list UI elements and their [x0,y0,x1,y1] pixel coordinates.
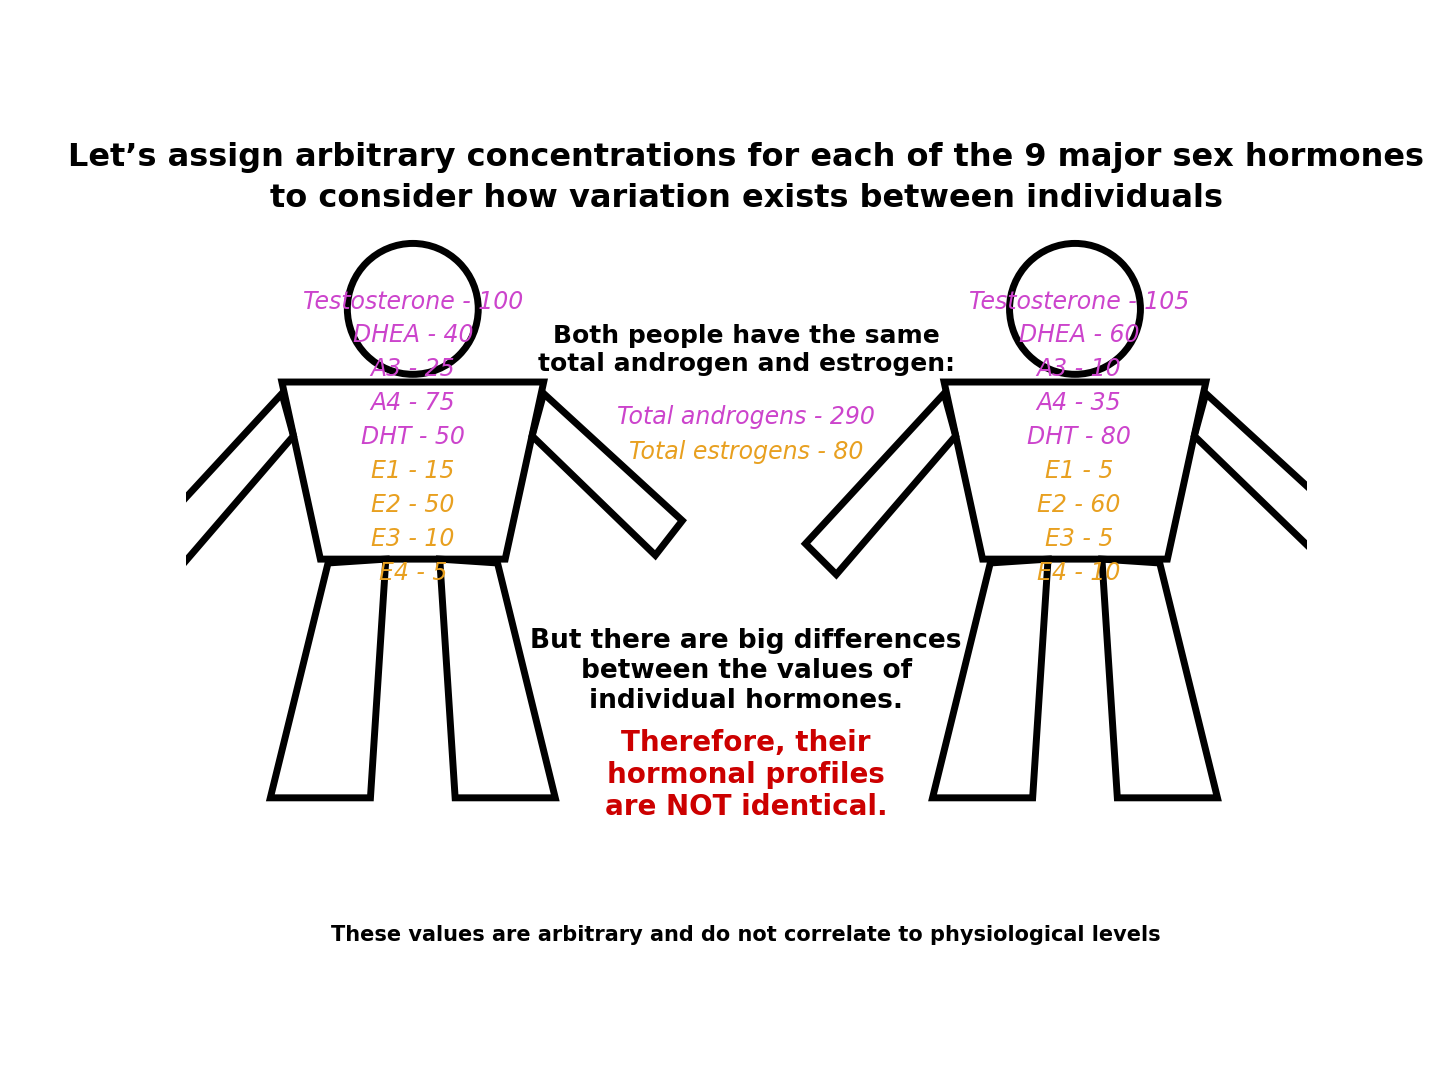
Text: Total estrogens - 80: Total estrogens - 80 [629,440,863,464]
Text: DHT - 80: DHT - 80 [1026,425,1131,449]
Text: DHT - 50: DHT - 50 [361,425,464,449]
Text: DHEA - 60: DHEA - 60 [1019,323,1139,348]
Text: E3 - 10: E3 - 10 [371,527,454,551]
Text: E1 - 5: E1 - 5 [1044,459,1112,483]
Text: Testosterone - 100: Testosterone - 100 [303,290,523,313]
Text: E3 - 5: E3 - 5 [1044,527,1112,551]
Text: But there are big differences
between the values of
individual hormones.: But there are big differences between th… [530,629,962,714]
Text: A4 - 35: A4 - 35 [1037,391,1121,416]
Text: Total androgens - 290: Total androgens - 290 [617,405,875,430]
Text: Both people have the same
total androgen and estrogen:: Both people have the same total androgen… [537,324,955,376]
Text: Therefore, their
hormonal profiles
are NOT identical.: Therefore, their hormonal profiles are N… [604,728,888,821]
Text: A4 - 75: A4 - 75 [370,391,456,416]
Text: These values are arbitrary and do not correlate to physiological levels: These values are arbitrary and do not co… [332,925,1160,944]
Text: to consider how variation exists between individuals: to consider how variation exists between… [269,183,1223,214]
Text: A3 - 25: A3 - 25 [370,357,456,382]
Text: E4 - 5: E4 - 5 [379,561,447,584]
Text: A3 - 10: A3 - 10 [1037,357,1121,382]
Text: E2 - 50: E2 - 50 [371,492,454,517]
Text: Let’s assign arbitrary concentrations for each of the 9 major sex hormones: Let’s assign arbitrary concentrations fo… [68,142,1424,173]
Text: DHEA - 40: DHEA - 40 [352,323,473,348]
Text: E2 - 60: E2 - 60 [1037,492,1121,517]
Text: E4 - 10: E4 - 10 [1037,561,1121,584]
Text: Testosterone - 105: Testosterone - 105 [968,290,1190,313]
Text: E1 - 15: E1 - 15 [371,459,454,483]
